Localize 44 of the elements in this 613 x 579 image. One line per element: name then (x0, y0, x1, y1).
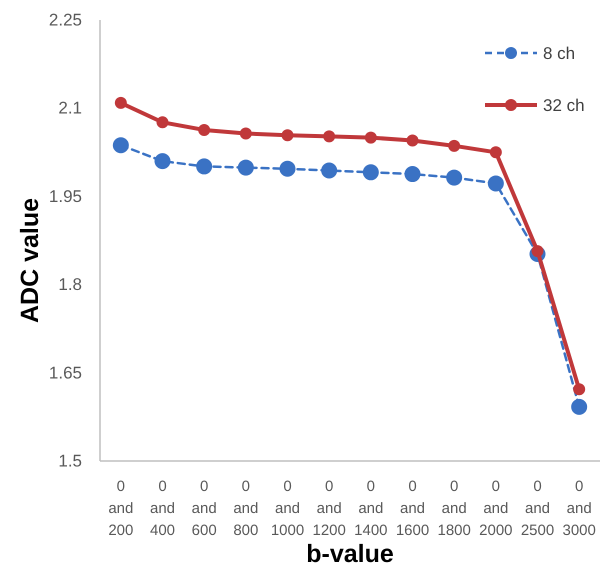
point (406, 134, 418, 147)
point (114, 96, 127, 109)
x-tick-label: 0 and 1600 (396, 478, 430, 539)
x-tick-label: 0 and 400 (150, 478, 176, 539)
point (573, 383, 586, 396)
point (198, 124, 210, 136)
x-tick-label: 0 and 200 (108, 478, 134, 539)
x-tick-label: 0 and 1000 (270, 478, 304, 539)
point (238, 160, 254, 176)
x-tick-label: 0 and 600 (192, 478, 217, 539)
point (240, 127, 252, 140)
point (364, 132, 377, 144)
point (446, 170, 462, 186)
point (323, 130, 336, 142)
legend-label: 8 ch (543, 44, 576, 63)
y-axis-title: ADC value (16, 198, 44, 324)
y-tick-label: 1.8 (58, 275, 82, 294)
point (321, 162, 338, 179)
point (490, 146, 502, 158)
y-tick-label: 2.1 (58, 98, 82, 118)
point (112, 137, 129, 154)
x-tick-label: 0 and 1800 (437, 478, 471, 539)
point (448, 140, 460, 152)
x-axis-title: b-value (306, 540, 394, 568)
point (280, 160, 296, 177)
point (282, 129, 294, 142)
y-tick-label: 1.95 (48, 186, 82, 206)
point (154, 153, 170, 170)
legend-label: 32 ch (543, 96, 585, 115)
point (156, 116, 168, 128)
point (362, 164, 379, 180)
x-tick-label: 0 and 1200 (312, 478, 346, 539)
x-tick-label: 0 and 2000 (479, 478, 513, 539)
point (404, 166, 420, 182)
x-tick-label: 0 and 3000 (562, 478, 596, 539)
x-tick-label: 0 and 1400 (354, 478, 388, 539)
y-tick-label: 1.5 (58, 451, 82, 470)
point (488, 175, 504, 192)
x-tick-label: 0 and 2500 (520, 478, 554, 539)
y-tick-label: 2.25 (48, 10, 82, 30)
point (571, 398, 588, 415)
y-tick-label: 1.65 (48, 363, 82, 382)
point (196, 158, 212, 174)
x-tick-label: 0 and 800 (233, 478, 258, 539)
